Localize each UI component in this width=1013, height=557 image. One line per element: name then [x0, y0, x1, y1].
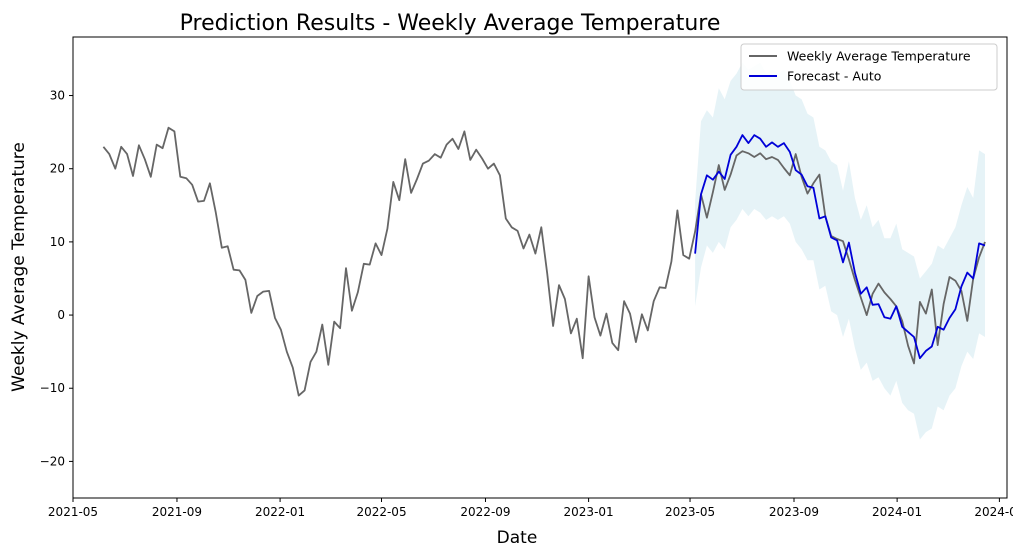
series-line-observed: [102, 126, 986, 397]
x-axis-title: Date: [497, 528, 538, 548]
series-line-forecast: [694, 134, 986, 360]
x-axis: 2021-05 2021-09 2022-01 2022-05 2022-09 2023-…: [48, 498, 1013, 519]
y-tick-label: 0: [57, 308, 65, 322]
legend: Weekly Average Temperature Forecast - Au…: [740, 43, 998, 91]
legend-label-forecast: Forecast - Auto: [787, 69, 881, 84]
x-tick-label: 2023-05: [665, 505, 715, 519]
y-tick-label: −10: [40, 381, 65, 395]
x-tick-label: 2022-05: [356, 505, 406, 519]
x-tick-label: 2023-01: [564, 505, 614, 519]
y-tick-label: 10: [50, 235, 65, 249]
x-tick-label: 2022-01: [255, 505, 305, 519]
x-tick-label: 2021-09: [152, 505, 202, 519]
plot-frame: [72, 36, 1008, 499]
y-axis-title: Weekly Average Temperature: [9, 142, 29, 392]
chart-title: Prediction Results - Weekly Average Temp…: [180, 11, 721, 36]
legend-box: [740, 43, 998, 91]
x-tick-label: 2024-05: [974, 505, 1013, 519]
y-tick-label: 30: [50, 89, 65, 103]
y-tick-label: 20: [50, 162, 65, 176]
x-tick-label: 2021-05: [48, 505, 98, 519]
x-tick-label: 2022-09: [460, 505, 510, 519]
y-axis: −20 −10 0 10 20 30: [40, 89, 73, 468]
x-tick-label: 2024-01: [872, 505, 922, 519]
y-tick-label: −20: [40, 454, 65, 468]
x-tick-label: 2023-09: [769, 505, 819, 519]
legend-label-observed: Weekly Average Temperature: [787, 49, 971, 64]
series-layer: [102, 126, 986, 397]
